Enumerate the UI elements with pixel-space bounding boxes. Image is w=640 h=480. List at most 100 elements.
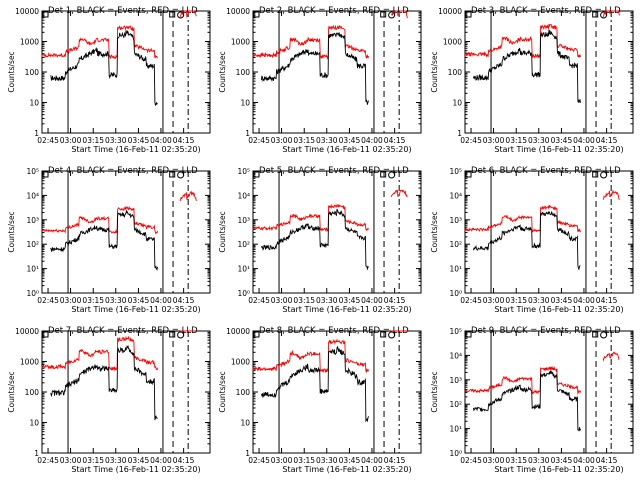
y-tick-label: 10² [26, 240, 39, 249]
x-tick-label: 03:30 [316, 296, 338, 305]
x-tick-label: 03:15 [505, 456, 527, 465]
events-series-line [50, 209, 158, 271]
y-tick-label: 10 [452, 99, 462, 108]
y-tick-label: 10⁴ [449, 351, 462, 360]
y-tick-label: 10⁴ [26, 191, 39, 200]
y-tick-label: 10000 [226, 327, 250, 336]
y-axis-label: Counts/sec [7, 371, 16, 412]
lld-series-line [252, 330, 408, 374]
x-tick-label: 03:15 [82, 136, 104, 145]
x-tick-label: 04:00 [150, 456, 172, 465]
corner-marker [253, 171, 260, 178]
x-tick-label: 03:30 [105, 456, 127, 465]
saa-marker-circle [177, 331, 185, 339]
y-axis-label: Counts/sec [430, 371, 439, 412]
lld-series-line [464, 351, 620, 395]
y-tick-label: 1 [245, 449, 250, 458]
x-axis-label: Start Time (16-Feb-11 02:35:20) [494, 465, 623, 474]
y-tick-label: 10³ [26, 216, 39, 225]
y-tick-label: 10¹ [26, 265, 39, 274]
saa-marker-circle [600, 171, 608, 179]
y-tick-label: 100 [236, 388, 251, 397]
x-tick-label: 04:00 [150, 136, 172, 145]
saa-marker [592, 331, 599, 338]
y-tick-label: 10⁵ [449, 327, 462, 336]
x-tick-label: 04:15 [384, 136, 406, 145]
y-tick-label: 10³ [449, 216, 462, 225]
corner-marker [253, 11, 260, 18]
y-axis-label: Counts/sec [218, 51, 227, 92]
x-tick-label: 03:30 [105, 296, 127, 305]
x-tick-label: 03:15 [293, 296, 315, 305]
plot-frame [464, 170, 634, 294]
corner-marker [42, 171, 49, 178]
x-tick-label: 04:00 [361, 296, 383, 305]
x-tick-label: 03:00 [483, 456, 505, 465]
y-tick-label: 10⁵ [449, 167, 462, 176]
y-tick-label: 1 [245, 129, 250, 138]
y-tick-label: 1 [457, 129, 462, 138]
x-tick-label: 02:45 [37, 136, 59, 145]
x-axis-label: Start Time (16-Feb-11 02:35:20) [71, 465, 200, 474]
y-tick-label: 10⁴ [237, 191, 250, 200]
x-tick-label: 03:00 [271, 296, 293, 305]
y-tick-label: 10⁵ [26, 167, 39, 176]
x-tick-label: 03:45 [551, 456, 573, 465]
y-tick-label: 10 [240, 419, 250, 428]
y-tick-label: 10¹ [449, 265, 462, 274]
corner-marker [465, 331, 472, 338]
x-tick-label: 04:00 [150, 296, 172, 305]
lld-series-line [252, 189, 408, 233]
y-axis-label: Counts/sec [218, 371, 227, 412]
y-tick-label: 10⁵ [237, 167, 250, 176]
saa-marker-circle [177, 171, 185, 179]
panel-det-7: Det 7, BLACK = Events, RED = LLD11010010… [7, 326, 211, 474]
x-tick-label: 03:00 [60, 456, 82, 465]
events-series-line [472, 210, 581, 271]
x-tick-label: 03:00 [60, 296, 82, 305]
panel-det-5: Det 5, BLACK = Events, RED = LLD10⁰10¹10… [218, 166, 422, 314]
saa-marker [169, 171, 176, 178]
x-tick-label: 03:00 [271, 456, 293, 465]
x-axis-label: Start Time (16-Feb-11 02:35:20) [282, 145, 411, 154]
corner-marker [465, 171, 472, 178]
x-axis-label: Start Time (16-Feb-11 02:35:20) [494, 145, 623, 154]
panel-det-4: Det 4, BLACK = Events, RED = LLD10⁰10¹10… [7, 166, 211, 314]
x-tick-label: 03:30 [528, 136, 550, 145]
saa-marker-circle [388, 11, 396, 19]
panel-det-8: Det 8, BLACK = Events, RED = LLD11010010… [218, 326, 422, 474]
x-tick-label: 03:45 [128, 456, 150, 465]
x-tick-label: 04:15 [596, 296, 618, 305]
x-tick-label: 04:00 [361, 456, 383, 465]
plot-frame [41, 170, 211, 294]
y-axis-label: Counts/sec [7, 51, 16, 92]
x-axis-label: Start Time (16-Feb-11 02:35:20) [282, 305, 411, 314]
saa-marker-circle [388, 171, 396, 179]
x-tick-label: 03:45 [128, 296, 150, 305]
saa-marker [380, 331, 387, 338]
lld-series-line [41, 330, 197, 372]
x-tick-label: 02:45 [248, 456, 270, 465]
x-tick-label: 04:00 [573, 296, 595, 305]
x-tick-label: 03:45 [551, 136, 573, 145]
y-tick-label: 10⁴ [449, 191, 462, 200]
x-tick-label: 02:45 [248, 296, 270, 305]
x-tick-label: 03:00 [60, 136, 82, 145]
x-tick-label: 04:15 [596, 136, 618, 145]
y-tick-label: 10² [449, 240, 462, 249]
corner-marker [253, 331, 260, 338]
y-tick-label: 10¹ [449, 425, 462, 434]
x-tick-label: 03:45 [339, 296, 361, 305]
x-axis-label: Start Time (16-Feb-11 02:35:20) [71, 145, 200, 154]
events-series-line [50, 30, 158, 107]
y-tick-label: 10² [449, 400, 462, 409]
x-axis-label: Start Time (16-Feb-11 02:35:20) [282, 465, 411, 474]
saa-marker [592, 171, 599, 178]
y-tick-label: 1000 [231, 38, 250, 47]
y-tick-label: 10000 [15, 7, 39, 16]
x-tick-label: 03:30 [105, 136, 127, 145]
x-tick-label: 04:15 [384, 456, 406, 465]
y-tick-label: 100 [448, 68, 463, 77]
y-tick-label: 1000 [443, 38, 462, 47]
